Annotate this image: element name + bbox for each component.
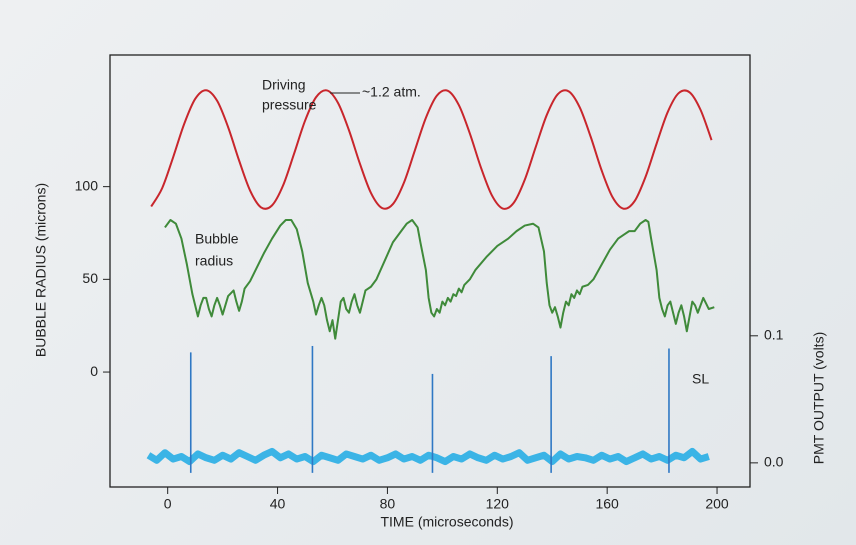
x-tick-label: 160: [595, 496, 619, 512]
pmt-trace: [146, 447, 710, 466]
y2-tick-label: 0.1: [764, 327, 784, 343]
annotation: ~1.2 atm.: [362, 84, 421, 100]
x-axis-label: TIME (microseconds): [380, 514, 513, 530]
annotation: Bubble: [195, 231, 239, 247]
y-tick-label: 50: [82, 270, 98, 286]
annotation: SL: [692, 371, 709, 387]
annotation: Driving: [262, 77, 306, 93]
x-tick-label: 40: [270, 496, 286, 512]
plot-frame: [109, 54, 751, 488]
annotation: pressure: [262, 97, 317, 113]
y-tick-label: 0: [90, 363, 98, 379]
line: [150, 89, 713, 210]
x-tick-label: 0: [164, 496, 172, 512]
y2-axis-label: PMT OUTPUT (volts): [811, 332, 827, 465]
x-tick-label: 120: [486, 496, 510, 512]
x-tick-label: 200: [705, 496, 729, 512]
annotation: radius: [195, 253, 233, 269]
line: [164, 219, 715, 340]
y-tick-label: 100: [75, 177, 99, 193]
x-tick-label: 80: [380, 496, 396, 512]
y2-tick-label: 0.0: [764, 454, 784, 470]
y-axis-label: BUBBLE RADIUS (microns): [33, 183, 49, 357]
